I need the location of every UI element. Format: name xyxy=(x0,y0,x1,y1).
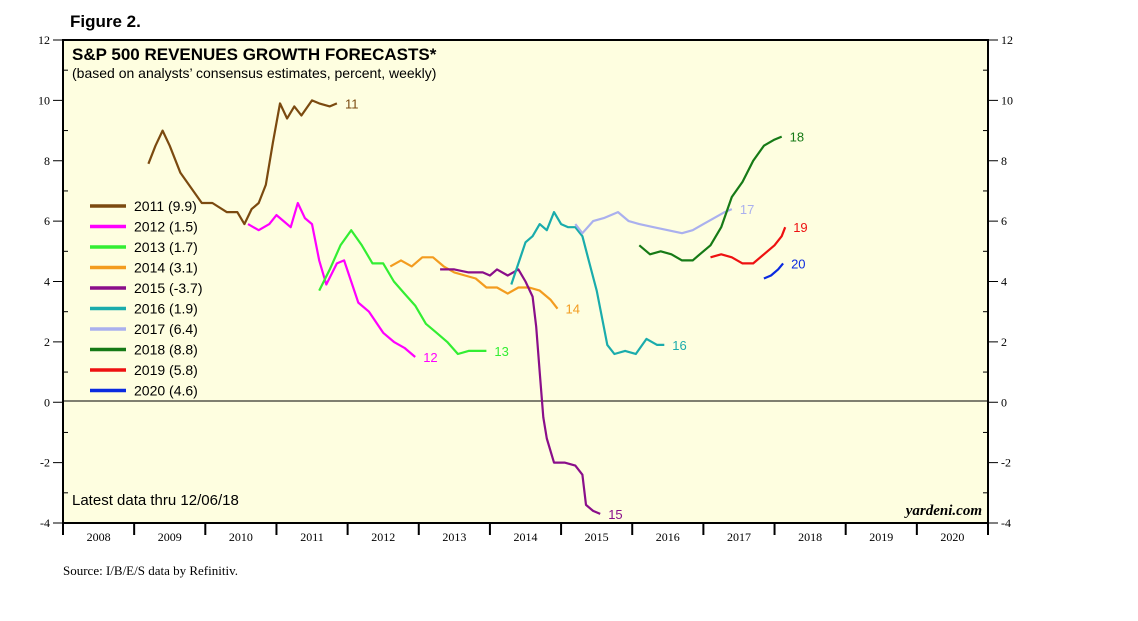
series-line-2011 xyxy=(147,99,338,226)
x-tick-label: 2016 xyxy=(656,530,680,544)
end-label-2011: 11 xyxy=(345,96,359,111)
y-tick-label-right: -2 xyxy=(1001,456,1011,470)
figure-label: Figure 2. xyxy=(70,12,141,31)
y-axis-right: 12 10 8 6 4 2 0 -2 -4 xyxy=(983,33,1013,530)
y-tick-label-left: 4 xyxy=(44,275,50,289)
watermark: yardeni.com xyxy=(904,503,982,519)
y-tick-label-left: 6 xyxy=(44,214,50,228)
end-labels: 11 12 13 14 15 16 17 18 19 20 xyxy=(345,96,808,522)
series-line-2020 xyxy=(763,262,784,280)
legend-label-2015: 2015 (-3.7) xyxy=(134,280,202,296)
legend-label-2012: 2012 (1.5) xyxy=(134,219,198,235)
series-line-2017 xyxy=(574,208,733,235)
series-line-2015 xyxy=(440,268,601,515)
y-axis-left: 12 10 8 6 4 2 0 -2 -4 xyxy=(38,33,68,530)
x-tick-label: 2012 xyxy=(371,530,395,544)
y-tick-label-right: 2 xyxy=(1001,335,1007,349)
y-tick-label-right: 0 xyxy=(1001,395,1007,409)
series-line-2018 xyxy=(638,135,783,262)
legend: 2011 (9.9) 2012 (1.5) 2013 (1.7) 2014 (3.1)… xyxy=(90,198,202,399)
series-line-2016 xyxy=(510,211,665,356)
y-tick-label-right: 8 xyxy=(1001,154,1007,168)
legend-label-2016: 2016 (1.9) xyxy=(134,301,198,317)
x-tick-label: 2011 xyxy=(300,530,324,544)
y-tick-label-left: 2 xyxy=(44,335,50,349)
legend-label-2019: 2019 (5.8) xyxy=(134,362,198,378)
y-tick-label-right: 10 xyxy=(1001,93,1013,107)
end-label-2015: 15 xyxy=(608,507,622,522)
x-tick-label: 2019 xyxy=(869,530,893,544)
legend-label-2018: 2018 (8.8) xyxy=(134,342,198,358)
x-tick-label: 2014 xyxy=(514,530,538,544)
chart-title: S&P 500 REVENUES GROWTH FORECASTS* xyxy=(72,45,437,64)
end-label-2014: 14 xyxy=(566,302,580,317)
y-tick-label-left: -2 xyxy=(40,456,50,470)
end-label-2017: 17 xyxy=(740,202,754,217)
legend-label-2014: 2014 (3.1) xyxy=(134,260,198,276)
legend-label-2017: 2017 (6.4) xyxy=(134,321,198,337)
series-group xyxy=(147,99,787,515)
legend-label-2013: 2013 (1.7) xyxy=(134,239,198,255)
x-tick-label: 2018 xyxy=(798,530,822,544)
x-tick-label: 2020 xyxy=(940,530,964,544)
chart-subtitle: (based on analysts’ consensus estimates,… xyxy=(72,65,436,81)
y-tick-label-left: 0 xyxy=(44,395,50,409)
legend-label-2011: 2011 (9.9) xyxy=(134,198,197,214)
x-tick-label: 2017 xyxy=(727,530,751,544)
y-tick-label-left: 12 xyxy=(38,33,50,47)
source-note: Source: I/B/E/S data by Refinitiv. xyxy=(63,563,238,578)
y-tick-label-right: 6 xyxy=(1001,214,1007,228)
x-tick-label: 2009 xyxy=(158,530,182,544)
series-line-2019 xyxy=(710,226,787,265)
y-tick-label-left: -4 xyxy=(40,516,50,530)
end-label-2019: 19 xyxy=(793,220,807,235)
end-label-2020: 20 xyxy=(791,256,805,271)
x-axis: 2008 2009 2010 2011 2012 2013 2014 2015 2016 2017… xyxy=(62,522,989,544)
series-line-2012 xyxy=(247,201,416,358)
x-tick-label: 2015 xyxy=(585,530,609,544)
latest-data-note: Latest data thru 12/06/18 xyxy=(72,492,239,509)
legend-label-2020: 2020 (4.6) xyxy=(134,383,198,399)
x-tick-label: 2010 xyxy=(229,530,253,544)
end-label-2013: 13 xyxy=(494,344,508,359)
end-label-2012: 12 xyxy=(423,350,437,365)
series-line-2013 xyxy=(318,229,487,356)
end-label-2016: 16 xyxy=(672,338,686,353)
y-tick-label-left: 8 xyxy=(44,154,50,168)
series-line-2014 xyxy=(389,256,559,310)
y-tick-label-left: 10 xyxy=(38,93,50,107)
x-tick-label: 2013 xyxy=(442,530,466,544)
x-tick-label: 2008 xyxy=(87,530,111,544)
y-tick-label-right: -4 xyxy=(1001,516,1011,530)
end-label-2018: 18 xyxy=(790,130,804,145)
y-tick-label-right: 12 xyxy=(1001,33,1013,47)
y-tick-label-right: 4 xyxy=(1001,275,1007,289)
